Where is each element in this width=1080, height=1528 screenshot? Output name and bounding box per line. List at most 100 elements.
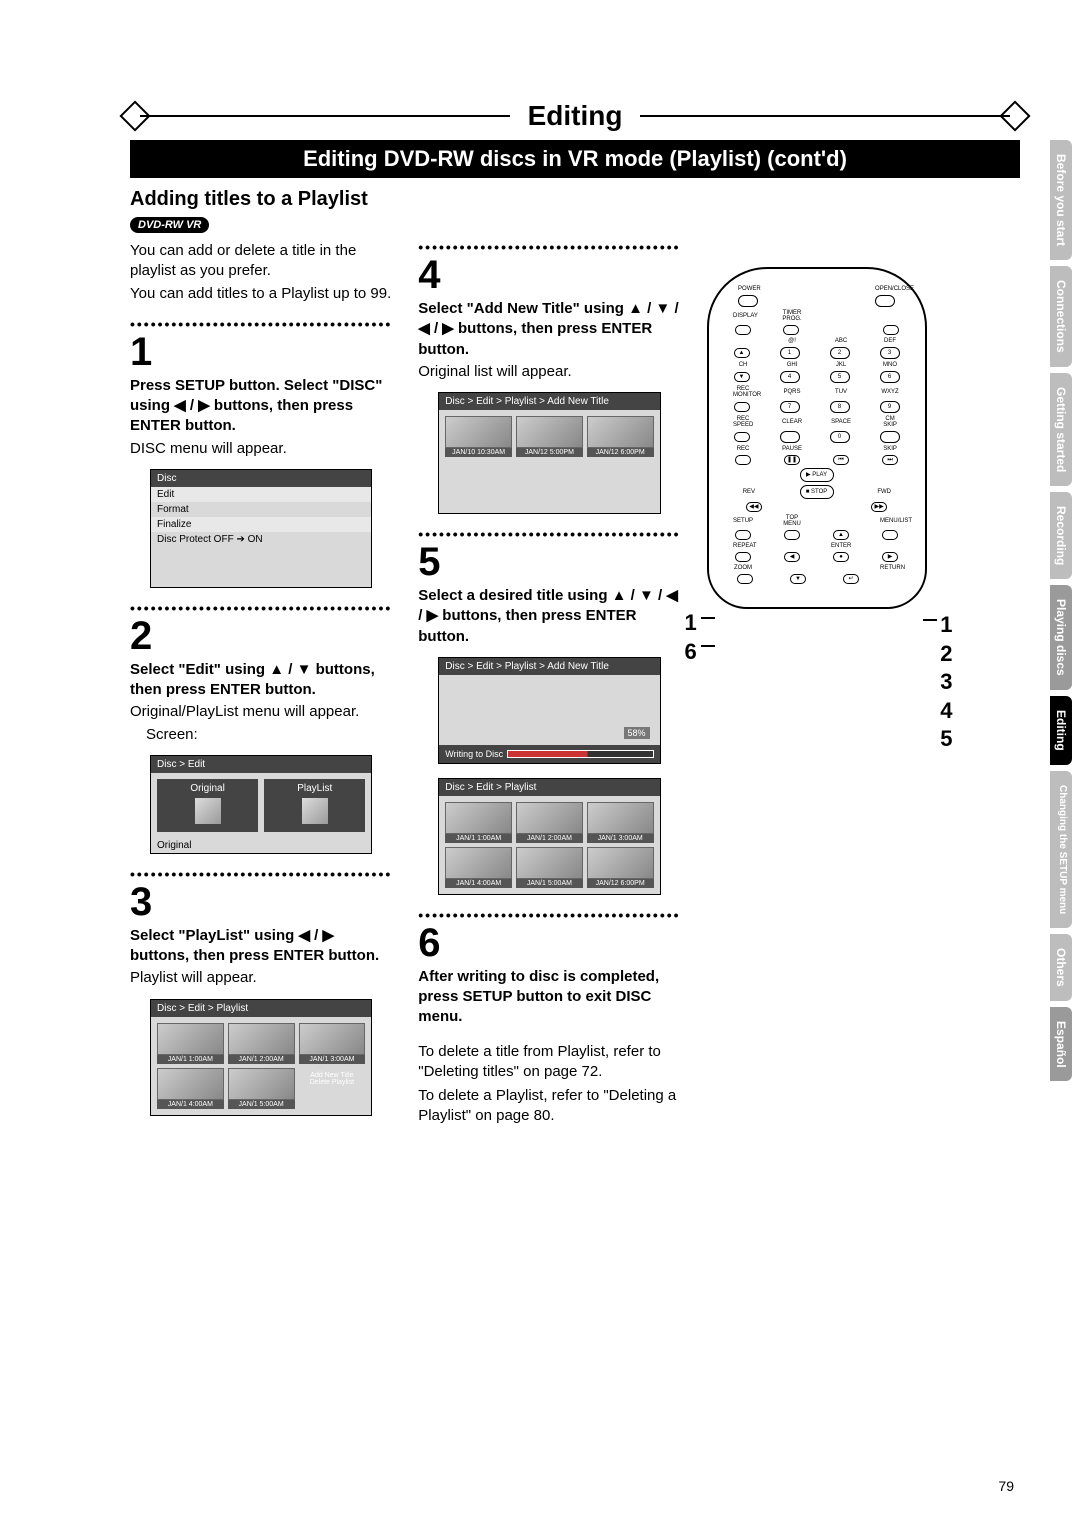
step-number: 6 [418, 923, 680, 963]
rec-monitor-button [734, 402, 750, 412]
thumb-label: JAN/1 2:00AM [516, 834, 583, 843]
repeat-button [735, 552, 751, 562]
step5-screen1: Disc > Edit > Playlist > Add New Title 5… [438, 657, 660, 764]
remote-label: RETURN [880, 565, 900, 571]
zoom-button [737, 574, 753, 584]
tab-getting-started[interactable]: Getting started [1050, 373, 1072, 486]
column-remote: POWEROPEN/CLOSE DISPLAYTIMER PROG. @!ABC… [707, 239, 927, 1127]
thumb-label: JAN/1 1:00AM [445, 834, 512, 843]
thumb [157, 1068, 224, 1100]
remote-label: REC SPEED [733, 416, 753, 428]
cube-icon [302, 798, 328, 824]
callout-line [701, 645, 715, 647]
thumb [587, 802, 654, 834]
remote-label: SETUP [733, 518, 753, 524]
tab-others[interactable]: Others [1050, 934, 1072, 1001]
thumb-grid: JAN/1 1:00AM JAN/1 2:00AM JAN/1 3:00AM J… [151, 1017, 371, 1115]
pause-button: ❚❚ [784, 455, 800, 465]
remote-label: GHI [782, 362, 802, 368]
remote-label: MENU/LIST [880, 518, 900, 524]
playlist-card: PlayList [264, 779, 365, 832]
thumb [445, 802, 512, 834]
skip-back-button: ⏮ [833, 455, 849, 465]
dpad-up-button: ▲ [833, 530, 849, 540]
setup-button [735, 530, 751, 540]
banner-line [640, 115, 1010, 117]
dpad-right-button: ▶ [882, 552, 898, 562]
banner-row: Editing [130, 100, 1020, 132]
callout-line [701, 617, 715, 619]
thumb-label: JAN/1 2:00AM [228, 1055, 295, 1064]
remote-label: CH [733, 362, 753, 368]
callout-line [923, 619, 937, 621]
remote-label: @! [782, 338, 802, 344]
thumb-label: JAN/1 5:00AM [228, 1100, 295, 1109]
tab-setup-menu[interactable]: Changing the SETUP menu [1050, 771, 1072, 928]
tab-editing[interactable]: Editing [1050, 696, 1072, 765]
remote-label: DISPLAY [733, 313, 753, 319]
thumb-label: JAN/1 1:00AM [157, 1055, 224, 1064]
thumb [445, 416, 512, 448]
remote-label: FWD [874, 489, 894, 495]
screen-title: Disc > Edit > Playlist [151, 1000, 371, 1017]
timer-button [783, 325, 799, 335]
callout-number: 3 [940, 668, 952, 697]
top-menu-button [784, 530, 800, 540]
thumb [516, 416, 583, 448]
tab-playing-discs[interactable]: Playing discs [1050, 585, 1072, 690]
menu-row: Edit [151, 487, 371, 502]
step4-instruction: Select "Add New Title" using ▲ / ▼ / ◀ /… [418, 299, 680, 360]
remote-label: REC MONITOR [733, 386, 753, 398]
diamond-left [119, 100, 150, 131]
diamond-right [999, 100, 1030, 131]
step6-note: To delete a Playlist, refer to "Deleting… [418, 1086, 680, 1127]
step-number: 3 [130, 882, 392, 922]
remote-label: OPEN/CLOSE [875, 286, 895, 292]
tab-before-you-start[interactable]: Before you start [1050, 140, 1072, 260]
remote-label: PAUSE [782, 446, 802, 452]
remote-label: REC [733, 446, 753, 452]
thumb-label: JAN/10 10:30AM [445, 448, 512, 457]
thumb-grid: JAN/10 10:30AM JAN/12 5:00PM JAN/12 6:00… [439, 410, 659, 463]
tab-connections[interactable]: Connections [1050, 266, 1072, 367]
section-black-bar: Editing DVD-RW discs in VR mode (Playlis… [130, 140, 1020, 178]
step2-screen-label: Screen: [146, 725, 392, 745]
remote-label: MNO [880, 362, 900, 368]
thumb [157, 1023, 224, 1055]
divider-dots: •••••••••••••••••••••••••••••••••••••• [130, 866, 392, 882]
num-4-button: 4 [780, 371, 800, 383]
page-number: 79 [998, 1478, 1014, 1494]
tab-espanol[interactable]: Español [1050, 1007, 1072, 1082]
thumb-label: JAN/1 4:00AM [157, 1100, 224, 1109]
extra-label: Delete Playlist [299, 1079, 366, 1086]
step2-result: Original/PlayList menu will appear. [130, 702, 392, 722]
step4-screen: Disc > Edit > Playlist > Add New Title J… [438, 392, 660, 514]
section-heading: Adding titles to a Playlist [130, 188, 1020, 211]
column-middle: •••••••••••••••••••••••••••••••••••••• 4… [418, 239, 680, 1127]
tab-recording[interactable]: Recording [1050, 492, 1072, 579]
intro-paragraph: You can add or delete a title in the pla… [130, 241, 392, 282]
progress-row: Writing to Disc [439, 745, 659, 763]
num-0-button: 0 [830, 431, 850, 443]
remote-label: TIMER PROG. [782, 310, 802, 322]
thumb [228, 1068, 295, 1100]
progress-label: Writing to Disc [445, 749, 503, 759]
thumb-label: JAN/1 3:00AM [587, 834, 654, 843]
step1-instruction: Press SETUP button. Select "DISC" using … [130, 376, 392, 437]
divider-dots: •••••••••••••••••••••••••••••••••••••• [418, 907, 680, 923]
screen-title: Disc > Edit [151, 756, 371, 773]
remote-label: REV [739, 489, 759, 495]
step-number: 2 [130, 616, 392, 656]
step5-instruction: Select a desired title using ▲ / ▼ / ◀ /… [418, 586, 680, 647]
ch-up-button: ▲ [734, 348, 750, 358]
thumb [587, 847, 654, 879]
column-left: You can add or delete a title in the pla… [130, 239, 392, 1127]
menu-row: Finalize [151, 517, 371, 532]
rec-speed-button [734, 432, 750, 442]
remote-label: TUV [831, 389, 851, 395]
screen-title: Disc > Edit > Playlist > Add New Title [439, 393, 659, 410]
divider-dots: •••••••••••••••••••••••••••••••••••••• [418, 239, 680, 255]
play-button: ▶ PLAY [800, 468, 834, 482]
callout-left: 1 6 [685, 609, 697, 666]
remote-label: REPEAT [733, 543, 753, 549]
